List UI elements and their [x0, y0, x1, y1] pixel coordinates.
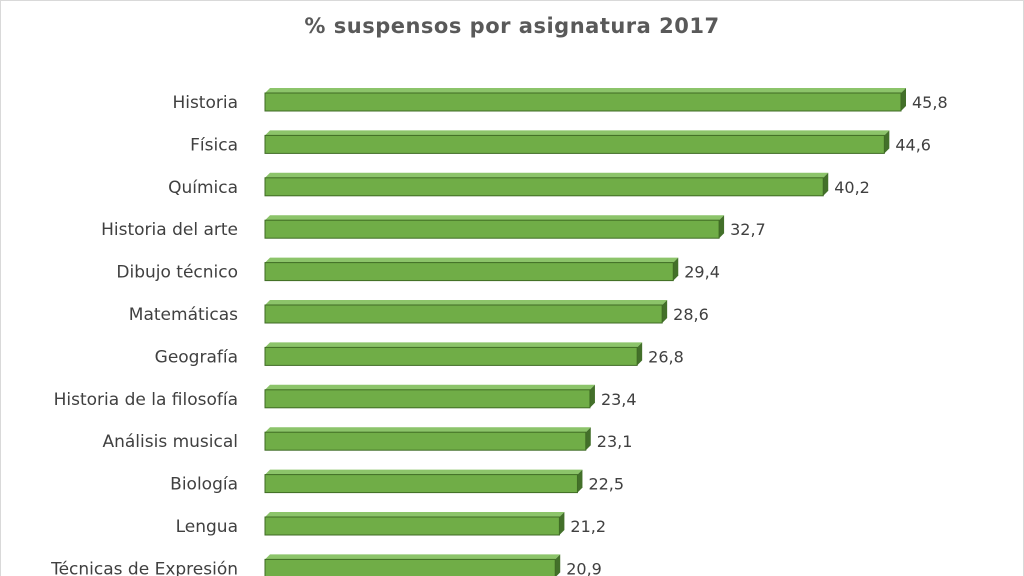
bar — [264, 431, 587, 451]
bar — [264, 262, 674, 282]
chart-title: % suspensos por asignatura 2017 — [304, 14, 720, 38]
bar — [264, 346, 638, 366]
chart-frame-left — [0, 0, 1, 576]
bar-group: Análisis musical 23,1 — [102, 427, 632, 452]
category-label: Biología — [170, 475, 238, 495]
value-label: 40,2 — [834, 178, 870, 197]
value-label: 20,9 — [566, 559, 602, 576]
bar-top — [265, 427, 591, 433]
category-label: Dibujo técnico — [116, 263, 238, 283]
value-label: 26,8 — [648, 347, 684, 366]
bar-side — [577, 469, 583, 493]
bar — [264, 474, 578, 494]
value-label: 28,6 — [673, 305, 709, 324]
bar-top — [265, 384, 595, 390]
category-label: Física — [190, 135, 238, 155]
bar-group: Física 44,6 — [190, 130, 931, 155]
bar-side — [673, 257, 679, 281]
bar-group: Dibujo técnico 29,4 — [116, 257, 720, 283]
category-label: Técnicas de Expresión — [50, 559, 238, 576]
bar — [264, 558, 556, 576]
bar-side — [884, 130, 890, 154]
bar-top — [265, 172, 829, 178]
bar-side — [555, 554, 561, 576]
bar-side — [719, 215, 725, 239]
value-label: 32,7 — [730, 220, 766, 239]
bar-top — [265, 554, 561, 560]
bar — [264, 92, 902, 112]
bar — [264, 134, 885, 154]
bar-top — [265, 469, 583, 475]
bar-top — [265, 512, 565, 517]
bar-group: Lengua 21,2 — [176, 512, 606, 537]
category-label: Química — [168, 178, 238, 198]
value-label: 23,4 — [601, 390, 637, 409]
category-label: Análisis musical — [102, 432, 238, 452]
value-label: 44,6 — [895, 135, 931, 154]
bar-group: Biología 22,5 — [170, 469, 624, 495]
bar-top — [265, 300, 668, 305]
chart-frame-top — [0, 0, 1024, 1]
bar-side — [901, 88, 906, 111]
value-label: 29,4 — [684, 263, 720, 282]
bar-group: Química 40,2 — [168, 172, 870, 198]
bar-side — [585, 427, 591, 451]
category-label: Historia — [172, 93, 238, 113]
value-label: 45,8 — [912, 93, 948, 112]
bar-side — [589, 384, 595, 408]
bar-group: Matemáticas 28,6 — [129, 300, 709, 325]
value-label: 22,5 — [588, 475, 624, 494]
bar — [264, 304, 663, 324]
category-label: Historia de la filosofía — [54, 390, 238, 410]
category-label: Geografía — [155, 347, 238, 367]
bar-group: Historia de la filosofía 23,4 — [54, 384, 637, 410]
category-label: Historia del arte — [101, 220, 238, 240]
bar-side — [559, 512, 565, 535]
bar-side — [823, 172, 829, 196]
bar-group: Historia del arte 32,7 — [101, 215, 766, 240]
bar — [264, 516, 560, 536]
bar — [264, 219, 720, 239]
bar-group: Historia 45,8 — [172, 88, 948, 113]
bar-top — [265, 130, 890, 136]
bar-side — [637, 342, 643, 366]
category-label: Matemáticas — [129, 305, 238, 325]
bar-top — [265, 88, 906, 93]
bar-top — [265, 257, 679, 263]
bar-group: Geografía 26,8 — [155, 342, 684, 367]
bar-side — [662, 300, 668, 323]
bar — [264, 389, 591, 409]
value-label: 23,1 — [597, 432, 633, 451]
bar-top — [265, 342, 643, 348]
value-label: 21,2 — [570, 517, 606, 536]
bar — [264, 177, 824, 197]
category-label: Lengua — [176, 517, 238, 537]
bar-group: Técnicas de Expresión 20,9 — [50, 554, 602, 576]
bar-top — [265, 215, 725, 221]
